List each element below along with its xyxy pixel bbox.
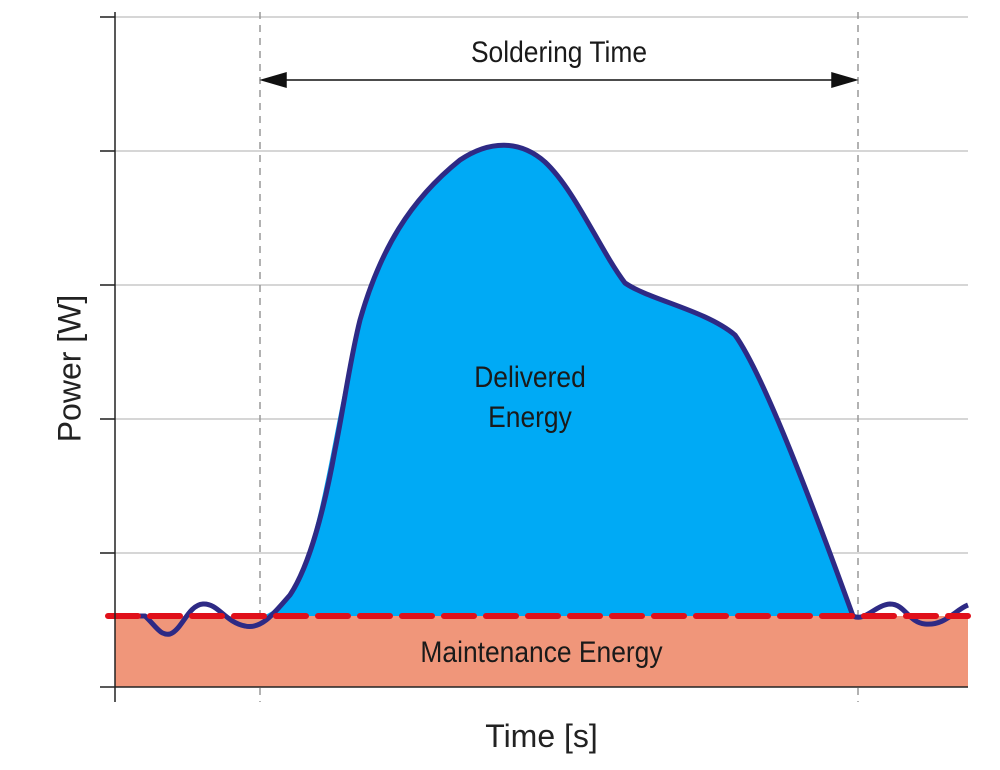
- arrow-left-icon: [259, 72, 287, 88]
- delivered-line2: Energy: [488, 401, 572, 434]
- delivered-line1: Delivered: [474, 361, 586, 394]
- arrow-right-icon: [831, 72, 859, 88]
- soldering-time-arrow: [259, 72, 859, 88]
- maintenance-energy-area: [115, 616, 968, 687]
- axes: [100, 12, 968, 702]
- soldering-bounds: [259, 12, 859, 702]
- y-axis-label: Power [W]: [51, 294, 88, 443]
- delivered-energy-label: Delivered Energy: [442, 358, 618, 438]
- delivered-energy-area: [262, 145, 853, 616]
- x-axis-label: Time [s]: [485, 718, 598, 754]
- maintenance-energy-label: Maintenance Energy: [420, 636, 663, 669]
- soldering-time-label: Soldering Time: [470, 36, 648, 69]
